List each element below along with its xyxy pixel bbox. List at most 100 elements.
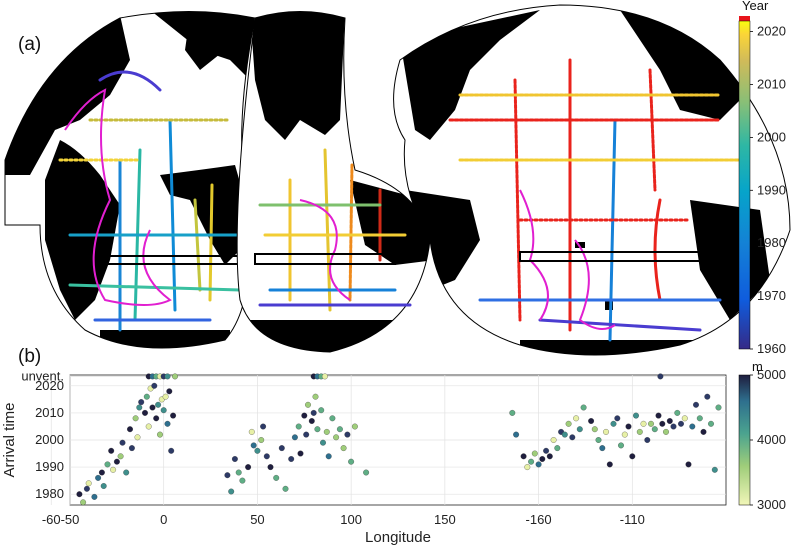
scatter-point	[263, 453, 270, 460]
scatter-point	[509, 409, 516, 416]
x-tick-label: -60	[42, 512, 61, 527]
scatter-point	[136, 404, 143, 411]
scatter-point	[625, 423, 632, 430]
year-colorbar-tick: 1980	[757, 235, 786, 250]
scatter-point	[336, 426, 343, 433]
scatter-point	[344, 431, 351, 438]
scatter-point	[85, 480, 92, 487]
scatter-point	[123, 469, 130, 476]
scatter-point	[134, 434, 141, 441]
scatter-point	[110, 466, 117, 473]
scatter-point	[155, 401, 162, 408]
scatter-point	[704, 393, 711, 400]
scatter-point	[273, 474, 280, 481]
scatter-point	[524, 464, 531, 471]
scatter-point	[573, 415, 580, 422]
y-tick-labels: unvent.2020 2010 2000 1990 1980	[21, 368, 64, 501]
scatter-point	[539, 456, 546, 462]
scatter-point	[288, 456, 295, 462]
scatter-point	[228, 488, 235, 495]
scatter-point	[318, 407, 325, 414]
scatter-point	[258, 437, 265, 443]
scatter-point	[715, 404, 722, 411]
scatter-point	[91, 493, 98, 500]
year-colorbar-tick: 2000	[757, 129, 786, 144]
scatter-point	[170, 412, 177, 419]
scatter-point	[100, 483, 107, 489]
scatter-point	[76, 491, 83, 498]
x-tick-label: 100	[340, 512, 362, 527]
y-tick-label: 1990	[35, 459, 64, 474]
scatter-point	[119, 439, 126, 446]
y-tick-label: unvent.	[21, 368, 64, 383]
indian-sections	[258, 148, 412, 312]
y-tick-label: 1980	[35, 486, 64, 501]
scatter-point	[142, 409, 148, 416]
scatter-point	[648, 420, 654, 427]
x-tick-label: 50	[250, 512, 264, 527]
scatter-point	[636, 428, 643, 435]
scatter-point	[569, 434, 576, 441]
x-tick-label: 150	[434, 512, 456, 527]
scatter-point	[250, 442, 257, 449]
scatter-point	[351, 423, 358, 430]
scatter-point	[659, 420, 666, 427]
scatter-point	[363, 469, 370, 476]
year-colorbar-title: Year	[742, 0, 769, 13]
x-tick-label: -160	[526, 512, 552, 527]
pacific-box	[519, 251, 709, 262]
scatter-point	[143, 393, 150, 400]
scatter-point	[239, 477, 246, 484]
scatter-point	[546, 453, 553, 460]
year-colorbar-gradient	[738, 20, 751, 350]
scatter-point	[681, 415, 688, 422]
scatter-point	[543, 447, 550, 454]
depth-colorbar-gradient	[738, 374, 751, 506]
scatter-point	[160, 407, 167, 414]
scatter-point	[303, 431, 310, 438]
scatter-point	[248, 428, 255, 435]
scatter-point	[651, 426, 658, 433]
y-tick-label: 2010	[35, 405, 64, 420]
scatter-point	[655, 412, 662, 419]
scatter-point	[595, 437, 602, 443]
depth-colorbar-tick: 5000	[757, 367, 786, 382]
unventilated-point	[657, 373, 664, 380]
scatter-point	[576, 426, 583, 433]
scatter-point	[308, 418, 315, 424]
data-points	[76, 373, 722, 506]
scatter-point	[528, 458, 535, 465]
scatter-point	[535, 461, 542, 468]
pacific-lobe	[393, 4, 791, 356]
scatter-point	[145, 423, 152, 430]
scatter-point	[310, 409, 317, 416]
scatter-point	[580, 404, 587, 411]
pacific-sections	[448, 58, 742, 342]
scatter-panel: (b) unvent.2020 2010 2000 1990 1980 -50 0 50 10…	[1, 346, 786, 546]
scatter-point	[164, 420, 171, 427]
scatter-point	[323, 428, 330, 435]
year-colorbar-top-band	[739, 16, 750, 21]
scatter-point	[565, 420, 572, 427]
scatter-point	[117, 453, 124, 460]
scatter-point	[333, 434, 340, 441]
scatter-point	[599, 445, 606, 452]
map-panel: (a)	[4, 0, 791, 356]
y-tick-label: 2020	[35, 378, 64, 393]
scatter-point	[83, 485, 90, 492]
scatter-point	[305, 401, 311, 408]
unventilated-point	[164, 373, 171, 380]
scatter-point	[224, 472, 231, 479]
scatter-point	[291, 434, 298, 441]
x-tick-label: -110	[620, 512, 645, 527]
scatter-point	[670, 423, 677, 430]
x-axis-label: Longitude	[365, 529, 431, 546]
x-tick-label: -50	[61, 512, 80, 527]
depth-colorbar: m 5000 4000 3000	[738, 359, 786, 512]
indian-box	[254, 253, 396, 265]
scatter-point	[113, 458, 120, 465]
scatter-point	[693, 401, 699, 408]
year-colorbar-tick: 1960	[757, 341, 786, 356]
y-axis-label: Arrival time	[1, 402, 18, 477]
